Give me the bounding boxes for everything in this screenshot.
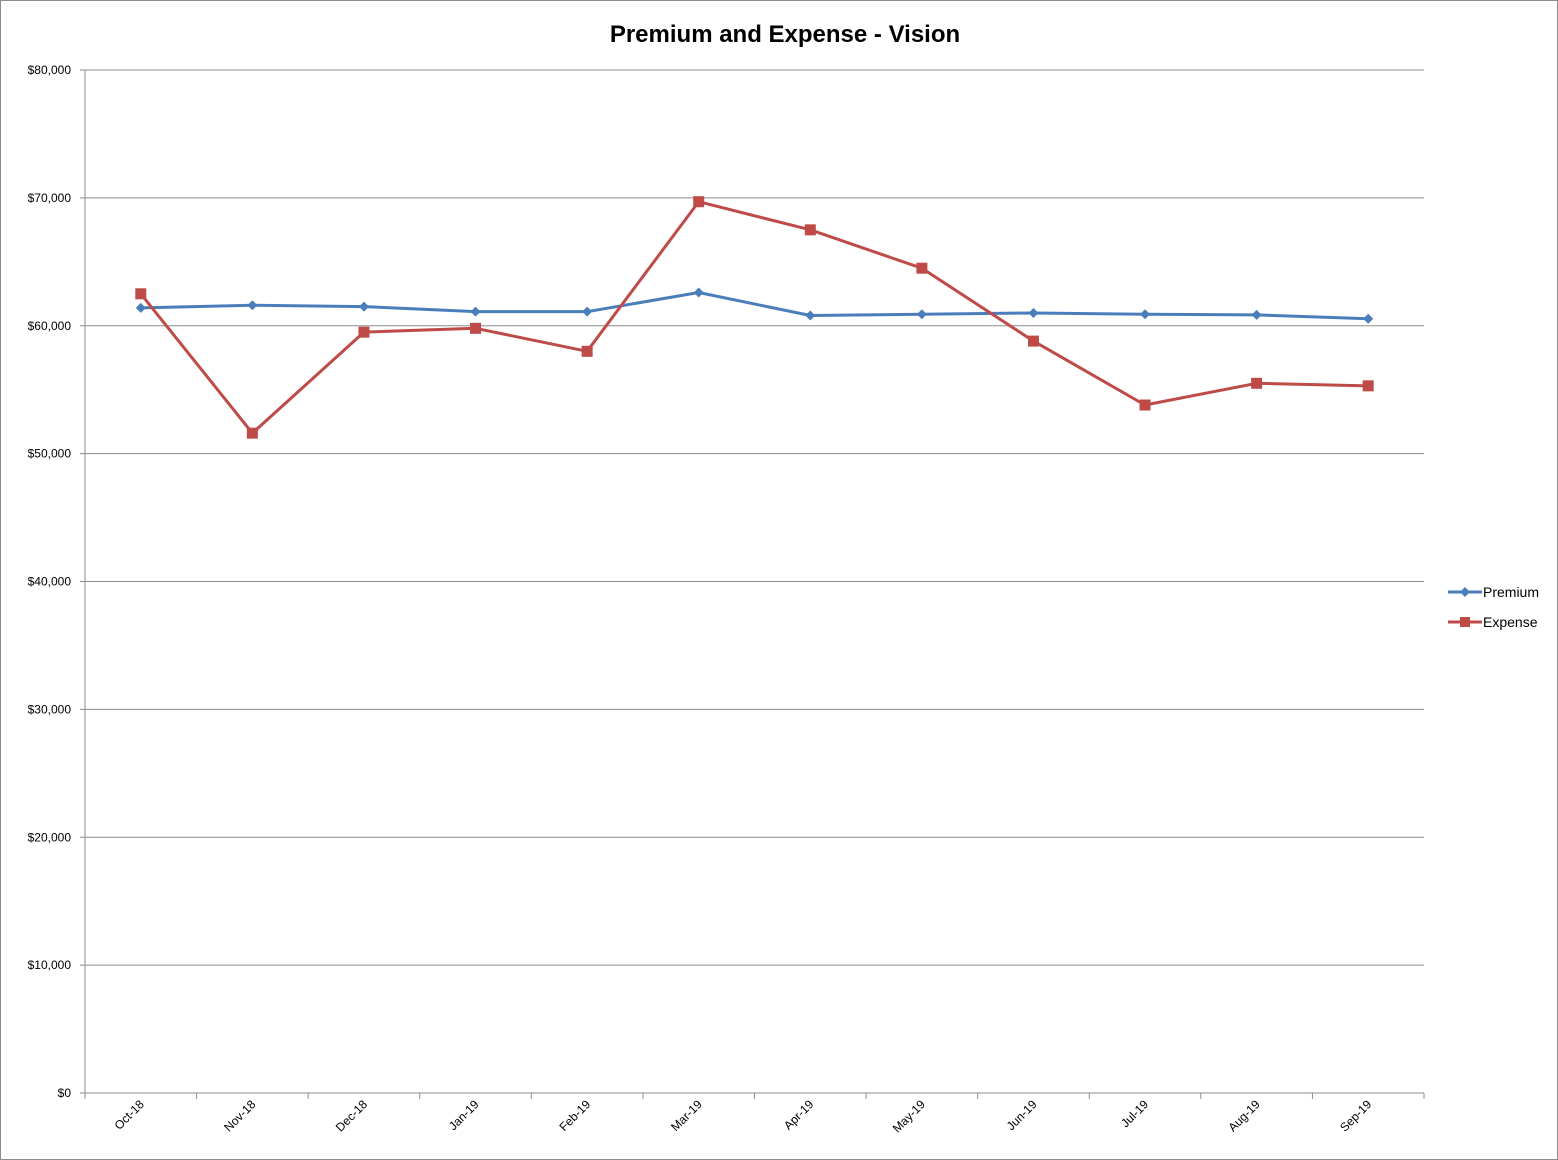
chart-title: Premium and Expense - Vision	[610, 21, 960, 48]
y-tick-label: $0	[58, 1086, 72, 1100]
premium-point	[582, 306, 593, 317]
premium-point	[916, 309, 927, 320]
x-tick-label: Dec-18	[333, 1097, 370, 1134]
y-tick-label: $10,000	[28, 958, 72, 972]
expense-point	[470, 322, 482, 334]
expense-point	[581, 345, 593, 357]
expense-point	[1139, 399, 1151, 411]
premium-point	[1363, 313, 1374, 324]
premium-point	[1028, 307, 1039, 318]
y-tick-label: $30,000	[28, 702, 72, 716]
y-tick-label: $20,000	[28, 830, 72, 844]
expense-point	[1027, 335, 1039, 347]
x-tick-label: Mar-19	[668, 1097, 705, 1134]
legend-premium-label: Premium	[1483, 584, 1539, 600]
x-tick-label: Sep-19	[1337, 1097, 1374, 1134]
x-tick-label: Jul-19	[1118, 1097, 1151, 1130]
expense-point	[693, 196, 705, 208]
expense-point	[916, 262, 928, 274]
series-group	[135, 196, 1374, 439]
x-tick-label: Jun-19	[1004, 1097, 1040, 1133]
legend-expense-label: Expense	[1483, 614, 1538, 630]
y-axis-tick-labels: $0 $10,000 $20,000 $30,000 $40,000 $50,000 $60…	[28, 63, 72, 1100]
x-tick-label: May-19	[890, 1097, 928, 1135]
x-tick-label: Aug-19	[1225, 1097, 1262, 1134]
y-tick-label: $70,000	[28, 191, 72, 205]
y-tick-label: $40,000	[28, 575, 72, 589]
y-tick-label: $80,000	[28, 63, 72, 77]
premium-point	[693, 287, 704, 298]
expense-point	[135, 288, 147, 300]
x-tick-label: Feb-19	[556, 1097, 593, 1134]
y-tick-label: $50,000	[28, 447, 72, 461]
premium-point	[1251, 309, 1262, 320]
y-tick-label: $60,000	[28, 319, 72, 333]
expense-point	[1251, 377, 1263, 389]
expense-point	[358, 326, 370, 338]
expense-point	[804, 224, 816, 236]
x-tick-label: Apr-19	[781, 1097, 817, 1133]
premium-point	[358, 301, 369, 312]
expense-point	[246, 427, 258, 439]
premium-point	[470, 306, 481, 317]
x-tick-label: Nov-18	[221, 1097, 258, 1134]
legend-premium-marker	[1460, 587, 1470, 597]
premium-point	[247, 300, 258, 311]
premium-point	[1140, 309, 1151, 320]
x-tick-label: Oct-18	[112, 1097, 148, 1133]
expense-point	[1362, 380, 1374, 392]
legend-expense-marker	[1460, 617, 1470, 627]
premium-series-line	[140, 291, 1369, 321]
x-tick-label: Jan-19	[446, 1097, 482, 1133]
x-axis-tick-labels: Oct-18 Nov-18 Dec-18 Jan-19 Feb-19 Mar-19 Apr-…	[112, 1097, 1375, 1135]
premium-point	[135, 302, 146, 313]
gridlines	[85, 69, 1424, 966]
legend: Premium Expense	[1448, 584, 1539, 630]
expense-series-line	[139, 200, 1369, 435]
premium-point	[805, 310, 816, 321]
axes	[80, 69, 1425, 1099]
